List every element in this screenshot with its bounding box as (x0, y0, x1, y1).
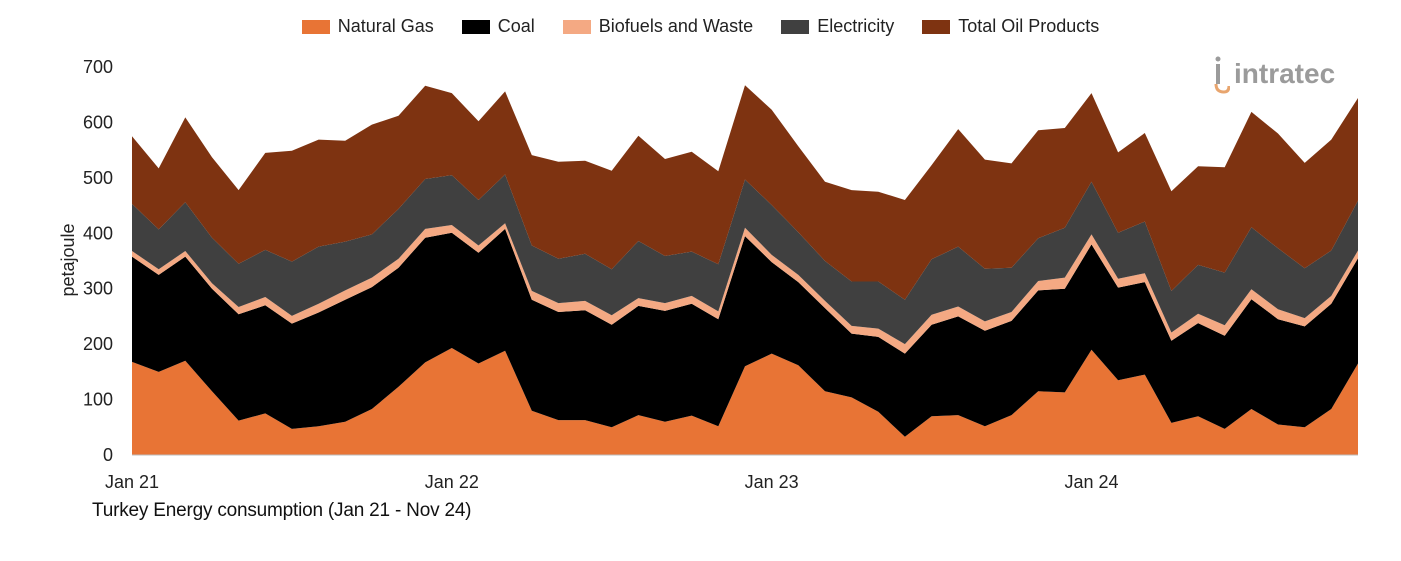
y-tick-label: 100 (83, 390, 113, 410)
legend-item-natural-gas[interactable]: Natural Gas (301, 16, 434, 37)
logo-mark-icon (1212, 54, 1231, 94)
chart-caption: Turkey Energy consumption (Jan 21 - Nov … (92, 500, 472, 521)
area-electricity (132, 174, 1358, 345)
intratec-logo: intratec (1212, 54, 1335, 94)
legend-item-biofuels[interactable]: Biofuels and Waste (562, 16, 754, 37)
legend-swatch (562, 19, 591, 34)
x-tick-label: Jan 22 (425, 472, 479, 492)
x-tick-label: Jan 24 (1064, 472, 1118, 492)
y-tick-label: 400 (83, 223, 113, 243)
y-tick-label: 200 (83, 334, 113, 354)
y-tick-label: 700 (83, 57, 113, 77)
x-tick-label: Jan 21 (105, 472, 159, 492)
legend-label: Biofuels and Waste (598, 16, 754, 36)
legend-item-electricity[interactable]: Electricity (781, 16, 894, 37)
legend-swatch (301, 19, 330, 34)
y-tick-label: 500 (83, 168, 113, 188)
legend-label: Natural Gas (337, 16, 434, 36)
legend: Natural Gas Coal Biofuels and Waste Elec… (0, 16, 1401, 37)
y-axis-label: petajoule (58, 223, 78, 296)
y-tick-label: 0 (103, 445, 113, 465)
y-tick-label: 600 (83, 112, 113, 132)
legend-swatch (461, 19, 490, 34)
legend-item-total-oil-products[interactable]: Total Oil Products (922, 16, 1099, 37)
legend-swatch (922, 19, 951, 34)
legend-item-coal[interactable]: Coal (461, 16, 535, 37)
x-tick-label: Jan 23 (745, 472, 799, 492)
legend-label: Electricity (817, 16, 895, 36)
legend-label: Total Oil Products (958, 16, 1100, 36)
area-natural-gas (132, 348, 1358, 455)
logo-text: intratec (1234, 58, 1336, 89)
area-total-oil-products (132, 85, 1358, 300)
area-coal (132, 228, 1358, 437)
legend-swatch (781, 19, 810, 34)
y-tick-label: 300 (83, 279, 113, 299)
legend-label: Coal (497, 16, 535, 36)
